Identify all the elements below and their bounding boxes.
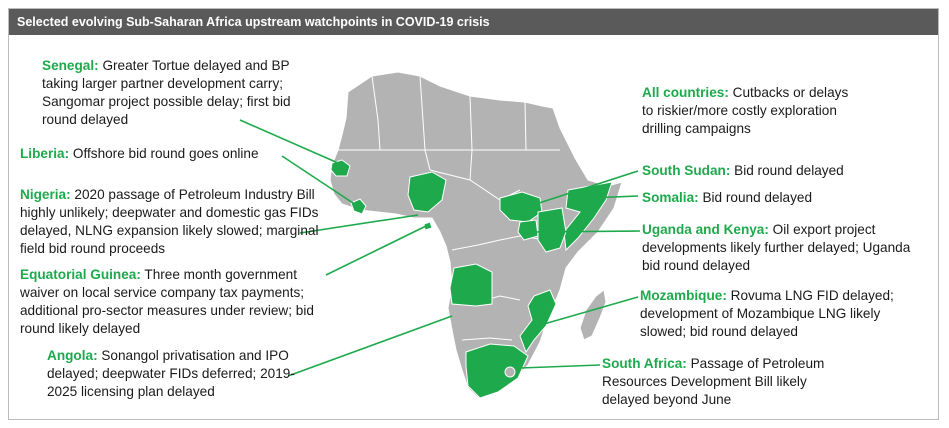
annotation-nigeria-text: 2020 passage of Petroleum Industry Bill … <box>20 187 319 256</box>
annotation-liberia-text: Offshore bid round goes online <box>69 146 259 161</box>
annotation-mozambique-text: Rovuma LNG FID delayed; development of M… <box>640 288 894 339</box>
lesotho <box>504 366 516 378</box>
country-somalia <box>563 181 613 252</box>
annotation-angola: Angola: Sonangol privatisation and IPO d… <box>47 347 307 401</box>
country-angola <box>449 263 493 307</box>
annotation-angola-country: Angola: <box>47 348 98 363</box>
annotation-south-sudan: South Sudan: Bid round delayed <box>642 162 932 180</box>
annotation-senegal: Senegal: Greater Tortue delayed and BP t… <box>42 57 300 129</box>
leader-uganda-kenya <box>531 230 641 233</box>
annotation-eq-guinea-text: Three month government waiver on local s… <box>20 267 314 336</box>
leader-lines <box>239 119 641 377</box>
annotation-south-sudan-text: Bid round delayed <box>730 163 844 178</box>
country-nigeria <box>407 171 447 213</box>
annotation-uganda-kenya: Uganda and Kenya: Oil export project dev… <box>642 221 912 275</box>
annotation-all-countries: All countries: Cutbacks or delays to ris… <box>642 84 862 138</box>
annotation-uganda-kenya-country: Uganda and Kenya: <box>642 222 769 237</box>
annotation-senegal-country: Senegal: <box>42 58 99 73</box>
highlighted-countries <box>330 159 613 399</box>
country-kenya <box>537 207 567 253</box>
annotation-south-sudan-country: South Sudan: <box>642 163 731 178</box>
leader-mozambique <box>543 296 639 325</box>
leader-nigeria <box>299 214 419 234</box>
annotation-somalia: Somalia: Bid round delayed <box>642 189 932 207</box>
annotation-liberia-country: Liberia: <box>20 146 70 161</box>
leader-south-africa <box>519 364 601 369</box>
annotation-mozambique: Mozambique: Rovuma LNG FID delayed; deve… <box>640 287 894 341</box>
leader-senegal <box>239 119 339 164</box>
annotation-south-africa-text: Passage of Petroleum Resources Developme… <box>602 356 825 407</box>
country-south-sudan <box>499 191 543 223</box>
annotation-uganda-kenya-text: Oil export project developments likely f… <box>642 222 911 273</box>
leader-south-sudan <box>535 170 639 205</box>
country-liberia <box>350 198 367 215</box>
country-uganda <box>517 219 539 241</box>
country-mozambique <box>519 289 557 354</box>
annotation-all-text: Cutbacks or delays to riskier/more costl… <box>642 85 849 136</box>
annotation-somalia-text: Bid round delayed <box>698 190 813 205</box>
leader-somalia <box>589 195 639 199</box>
country-senegal <box>330 159 351 177</box>
leader-angola <box>287 315 453 377</box>
annotation-senegal-text: Greater Tortue delayed and BP taking lar… <box>42 58 291 127</box>
annotation-eq-guinea-country: Equatorial Guinea: <box>20 267 141 282</box>
annotation-nigeria: Nigeria: 2020 passage of Petroleum Indus… <box>20 186 327 258</box>
annotation-equatorial-guinea: Equatorial Guinea: Three month governmen… <box>20 266 338 338</box>
annotation-all-country: All countries: <box>642 85 729 100</box>
annotation-liberia: Liberia: Offshore bid round goes online <box>20 145 292 163</box>
leader-liberia <box>281 155 357 206</box>
leader-eq-guinea <box>325 225 427 276</box>
figure-title: Selected evolving Sub-Saharan Africa ups… <box>9 9 938 35</box>
madagascar <box>579 289 607 341</box>
annotation-mozambique-country: Mozambique: <box>640 288 727 303</box>
annotation-nigeria-country: Nigeria: <box>20 187 71 202</box>
country-south-africa <box>465 343 529 399</box>
annotation-south-africa-country: South Africa: <box>602 356 687 371</box>
annotation-south-africa: South Africa: Passage of Petroleum Resou… <box>602 355 858 409</box>
country-equatorial-guinea <box>423 221 433 231</box>
annotation-angola-text: Sonangol privatisation and IPO delayed; … <box>47 348 295 399</box>
annotation-somalia-country: Somalia: <box>642 190 699 205</box>
